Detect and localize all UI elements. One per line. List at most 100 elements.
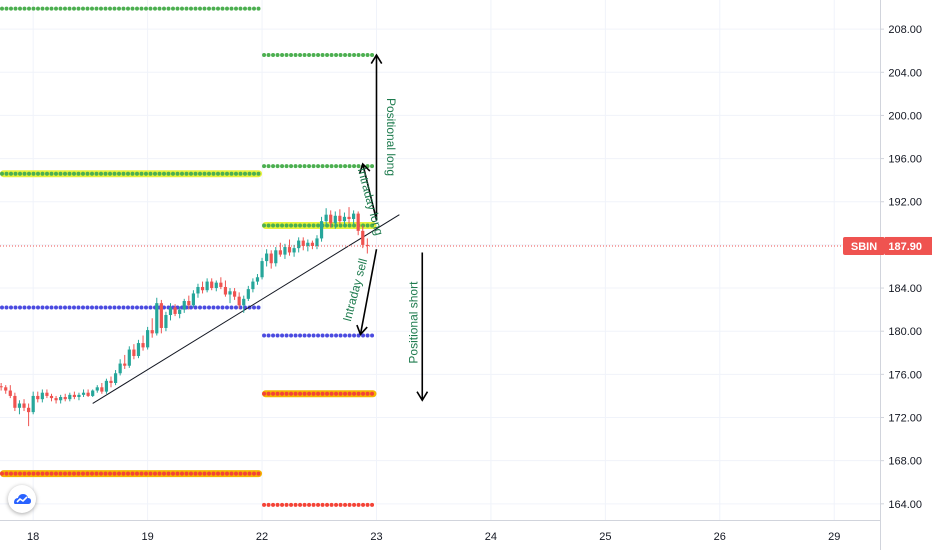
- level-dot: [76, 471, 81, 476]
- candle-body: [17, 403, 22, 408]
- candle: [214, 280, 218, 292]
- level-dot: [54, 171, 58, 176]
- level-dot: [171, 171, 175, 176]
- level-dot: [90, 6, 94, 11]
- level-dot: [40, 471, 45, 476]
- level-dot: [162, 6, 166, 11]
- y-tick-label: 164.00: [888, 499, 922, 511]
- level-dot: [216, 305, 220, 310]
- candle: [187, 295, 191, 310]
- candles: [0, 207, 369, 427]
- level-dot: [198, 305, 202, 310]
- candle-body: [214, 282, 218, 289]
- level-dot: [229, 171, 234, 176]
- candle-body: [123, 363, 127, 366]
- level-dot: [320, 391, 325, 396]
- candle-body: [22, 403, 26, 408]
- level-dot: [81, 171, 85, 176]
- level-dot: [365, 333, 370, 338]
- candle: [324, 208, 328, 226]
- candle-body: [246, 289, 250, 299]
- candle-body: [255, 277, 260, 282]
- level-dot: [243, 6, 247, 11]
- level-dot: [262, 391, 267, 396]
- level-dot: [54, 471, 58, 476]
- level-dot: [27, 171, 31, 176]
- candle-body: [168, 307, 173, 316]
- candle-body: [260, 261, 264, 278]
- level-dot: [67, 6, 72, 11]
- level-dot: [229, 305, 234, 310]
- level-dot: [171, 6, 175, 11]
- level-dot: [216, 471, 220, 476]
- level-dot: [36, 305, 40, 310]
- level-dot: [256, 471, 261, 476]
- dotted-levels: [0, 6, 377, 507]
- level-dot: [198, 171, 202, 176]
- positional-long-arrow[interactable]: [370, 53, 383, 221]
- level-dot: [0, 305, 4, 310]
- intraday-sell-arrow[interactable]: [356, 249, 378, 336]
- level-dot: [126, 471, 130, 476]
- level-dot: [108, 305, 112, 310]
- level-dot: [356, 502, 361, 507]
- level-dot: [347, 223, 352, 228]
- price-axis[interactable]: [880, 0, 932, 550]
- x-tick-label: 29: [828, 531, 840, 543]
- tradingview-cloud-icon[interactable]: [8, 485, 36, 513]
- arrow-head: [370, 53, 383, 64]
- time-axis[interactable]: [0, 520, 880, 550]
- drawn-arrows: [356, 53, 429, 402]
- candle: [342, 212, 347, 227]
- candle: [310, 240, 315, 250]
- level-dot: [162, 171, 166, 176]
- level-dot: [334, 333, 339, 338]
- level-dot: [76, 305, 81, 310]
- level-dot: [252, 171, 256, 176]
- level-dot: [311, 164, 316, 169]
- level-orange-1742: [262, 390, 377, 398]
- level-dot: [139, 471, 144, 476]
- candle: [265, 249, 269, 267]
- candle: [0, 382, 3, 391]
- level-dot: [352, 164, 357, 169]
- candle: [40, 389, 44, 403]
- positional-short-arrow[interactable]: [416, 252, 429, 402]
- candle-body: [173, 307, 177, 314]
- level-dot: [280, 164, 285, 169]
- level-dot: [289, 223, 294, 228]
- level-dot: [49, 471, 54, 476]
- level-dot: [307, 164, 312, 169]
- level-dot: [338, 53, 343, 58]
- level-dot: [316, 223, 321, 228]
- level-dot: [94, 471, 99, 476]
- candle-body: [315, 238, 319, 246]
- level-dot: [85, 171, 90, 176]
- candle-body: [45, 392, 49, 396]
- level-dot: [271, 502, 276, 507]
- level-dot: [316, 164, 321, 169]
- level-dot: [356, 333, 361, 338]
- candle: [347, 207, 351, 224]
- level-dot: [311, 53, 316, 58]
- level-dot: [275, 333, 280, 338]
- level-dot: [184, 471, 189, 476]
- intraday-long-arrow[interactable]: [358, 162, 378, 221]
- level-dot: [307, 391, 312, 396]
- candle: [242, 295, 246, 313]
- candle-body: [100, 387, 104, 392]
- level-dot: [307, 53, 312, 58]
- level-dot: [90, 471, 94, 476]
- level-dot: [193, 171, 198, 176]
- level-dot: [126, 6, 130, 11]
- level-dot: [289, 333, 294, 338]
- level-dot: [256, 305, 261, 310]
- level-dot: [175, 6, 180, 11]
- level-dot: [18, 171, 22, 176]
- level-dot: [311, 391, 316, 396]
- level-dot: [329, 333, 334, 338]
- level-dot: [13, 305, 18, 310]
- level-dot: [27, 471, 31, 476]
